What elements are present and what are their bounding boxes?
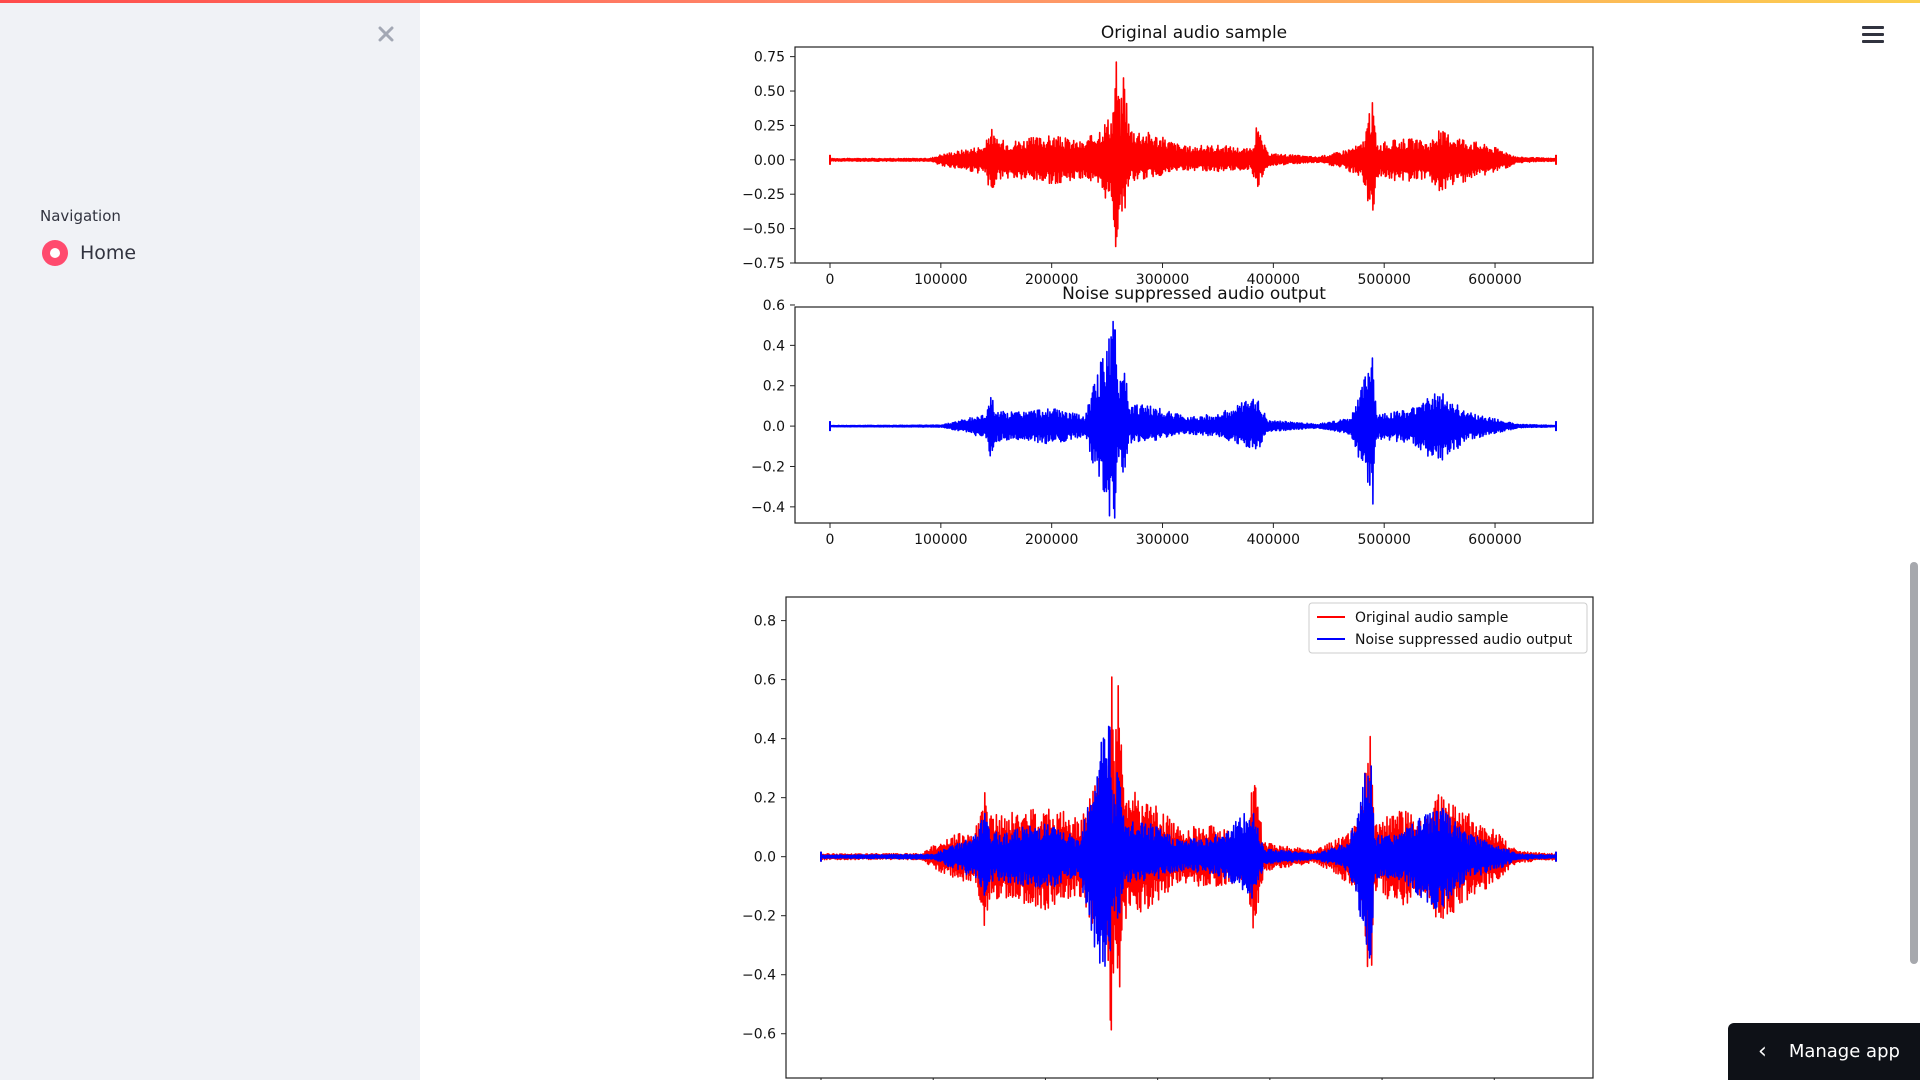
manage-app-label: Manage app [1788,1041,1900,1062]
top-decoration-bar [0,0,1920,3]
chart-title: Noise suppressed audio output [1062,284,1326,304]
y-tick-label: 0.0 [754,850,776,866]
x-tick-label: 500000 [1357,532,1410,548]
y-tick-label: −0.75 [742,256,785,272]
y-tick-label: 0.25 [754,118,785,134]
x-tick-label: 0 [826,272,835,288]
legend-label: Noise suppressed audio output [1355,632,1573,648]
legend-label: Original audio sample [1355,610,1508,626]
x-tick-label: 100000 [914,272,967,288]
x-tick-label: 300000 [1136,532,1189,548]
scrollbar-thumb[interactable] [1910,562,1918,964]
hamburger-menu-icon[interactable] [1862,26,1884,46]
y-tick-label: −0.6 [742,1027,776,1043]
y-tick-label: −0.4 [742,968,776,984]
y-tick-label: 0.8 [754,614,776,630]
y-tick-label: 0.2 [754,791,776,807]
close-icon[interactable] [372,20,400,48]
sidebar: Navigation Home [0,0,420,1080]
x-tick-label: 600000 [1468,532,1521,548]
y-tick-label: 0.50 [754,84,785,100]
x-tick-label: 0 [826,532,835,548]
y-tick-label: 0.2 [763,379,785,395]
y-tick-label: 0.6 [754,673,776,689]
x-tick-label: 600000 [1468,272,1521,288]
x-tick-label: 200000 [1025,272,1078,288]
y-tick-label: 0.0 [763,419,785,435]
y-tick-label: −0.2 [742,909,776,925]
series-line-waveform [829,61,1557,248]
radio-selected-icon[interactable] [42,240,68,266]
x-tick-label: 300000 [1136,272,1189,288]
y-tick-label: −0.25 [742,187,785,203]
chart-3: −0.6 −0.4 −0.2 0.0 0.2 0.4 0.6 0.8 Original audi… [742,596,1594,1080]
y-tick-label: 0.75 [754,50,785,66]
chart-title: Original audio sample [1101,23,1287,43]
nav-radio-label: Home [80,242,137,264]
nav-radio-home[interactable]: Home [42,240,136,266]
y-tick-label: 0.4 [754,732,776,748]
navigation-label: Navigation [40,207,121,225]
x-tick-label: 400000 [1247,272,1300,288]
y-tick-label: 0.00 [754,153,785,169]
manage-app-button[interactable]: ‹ Manage app [1728,1023,1920,1080]
plot-frame [794,306,1594,524]
x-tick-label: 400000 [1247,532,1300,548]
chart-1: Original audio sample −0.75 −0.50 −0.25 0.00… [742,23,1594,288]
y-tick-label: −0.4 [751,500,785,516]
x-tick-label: 200000 [1025,532,1078,548]
y-tick-label: −0.2 [751,459,785,475]
x-tick-label: 100000 [914,532,967,548]
y-tick-label: 0.6 [763,298,785,314]
legend-box [1308,602,1588,654]
chart-2: Noise suppressed audio output −0.4 −0.2 0.0… [751,284,1594,548]
y-tick-label: −0.50 [742,222,785,238]
chevron-left-icon: ‹ [1758,1038,1767,1064]
x-tick-label: 500000 [1357,272,1410,288]
y-tick-label: 0.4 [763,338,785,354]
